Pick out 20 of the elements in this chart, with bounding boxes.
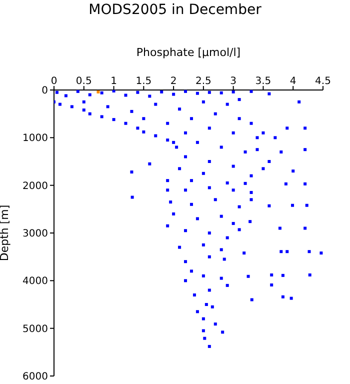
- x-tick-label: 2: [170, 76, 177, 87]
- x-tick-label: 2.5: [195, 76, 212, 87]
- x-axis-title: Phosphate [µmol/l]: [136, 46, 241, 59]
- x-tick-label: 4: [290, 76, 296, 87]
- y-tick-label: 3000: [22, 228, 48, 240]
- x-tick-label: 0.5: [76, 76, 92, 87]
- y-axis-title: Depth [m]: [0, 204, 11, 262]
- y-tick-label: 2000: [22, 180, 48, 192]
- chart-title: MODS2005 in December: [88, 2, 262, 18]
- y-tick-label: 4000: [22, 276, 48, 288]
- x-tick-label: 4.5: [315, 76, 331, 87]
- y-tick-label: 0: [42, 86, 48, 97]
- y-tick-label: 5000: [22, 324, 48, 335]
- x-tick-label: 3.5: [255, 76, 272, 87]
- x-tick-label: 3: [230, 76, 237, 87]
- y-tick-label: 6000: [22, 372, 48, 383]
- y-tick-label: 1000: [22, 133, 48, 144]
- x-tick-label: 0: [50, 76, 58, 87]
- x-tick-label: 1: [110, 76, 117, 87]
- x-tick-label: 1.5: [136, 76, 152, 87]
